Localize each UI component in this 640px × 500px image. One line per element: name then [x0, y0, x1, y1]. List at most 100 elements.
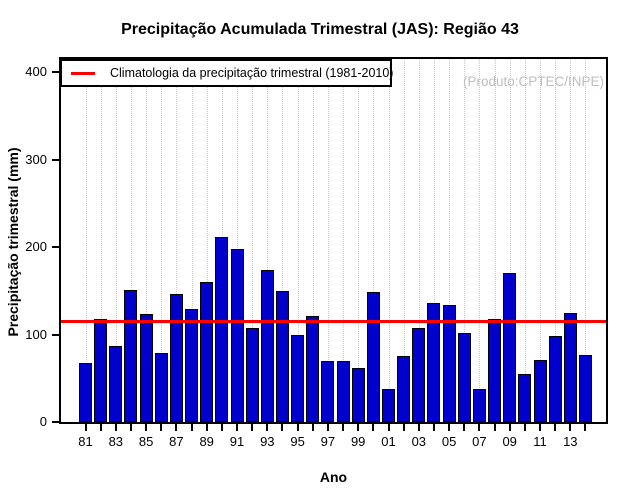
bar-01	[382, 389, 395, 422]
gridline-95	[297, 59, 299, 422]
bar-96	[306, 316, 320, 422]
gridline-99	[358, 59, 360, 422]
bar-98	[336, 361, 350, 422]
gridline-96	[312, 59, 314, 422]
gridline-83	[115, 59, 117, 422]
y-tick-label-200: 200	[25, 239, 47, 255]
y-tick-label-300: 300	[25, 151, 47, 167]
bar-94	[275, 291, 289, 422]
x-tick-81	[84, 424, 87, 431]
x-tick-label-13: 13	[563, 434, 578, 449]
x-tick-13	[569, 424, 572, 431]
gridline-98	[343, 59, 345, 422]
gridline-08	[494, 59, 496, 422]
x-tick-label-89: 89	[199, 434, 214, 449]
gridline-03	[418, 59, 420, 422]
x-tick-05	[448, 424, 451, 431]
x-tick-label-91: 91	[229, 434, 245, 449]
y-tick-400	[52, 71, 59, 74]
legend-label: Climatologia da precipitação trimestral …	[110, 66, 394, 80]
x-tick-83	[114, 424, 117, 431]
x-tick-label-93: 93	[260, 434, 275, 449]
bar-90	[215, 237, 229, 422]
bar-12	[548, 336, 562, 422]
gridline-91	[237, 59, 238, 422]
bar-14	[578, 355, 592, 422]
x-tick-01	[387, 424, 390, 431]
product-annotation: (Produto:CPTEC/INPE)	[462, 74, 604, 89]
x-tick-82	[99, 424, 102, 431]
gridline-81	[85, 59, 87, 422]
gridline-02	[403, 59, 405, 422]
gridline-87	[176, 59, 178, 422]
y-tick-label-0: 0	[39, 414, 47, 429]
bar-84	[124, 290, 138, 422]
x-tick-00	[372, 424, 375, 431]
x-tick-label-97: 97	[320, 434, 336, 449]
bar-06	[457, 333, 471, 422]
x-tick-85	[145, 424, 148, 431]
bar-92	[245, 328, 259, 422]
x-tick-label-85: 85	[138, 434, 154, 449]
gridline-11	[540, 59, 541, 422]
bar-07	[472, 389, 486, 422]
x-tick-96	[311, 424, 314, 431]
bar-81	[79, 363, 92, 422]
gridline-88	[191, 59, 193, 422]
x-axis-title: Ano	[319, 469, 348, 485]
x-tick-10	[523, 424, 526, 431]
x-tick-label-11: 11	[533, 434, 547, 449]
x-tick-11	[539, 424, 541, 431]
y-tick-label-400: 400	[25, 64, 47, 80]
y-tick-300	[52, 158, 59, 161]
bar-83	[109, 346, 123, 422]
x-tick-02	[402, 424, 405, 431]
bar-93	[260, 270, 274, 422]
x-tick-97	[326, 424, 329, 431]
gridline-06	[464, 59, 466, 422]
gridline-10	[524, 59, 526, 422]
gridline-94	[282, 59, 284, 422]
bar-82	[94, 319, 108, 422]
y-tick-label-100: 100	[25, 326, 47, 342]
bar-08	[488, 319, 502, 422]
x-tick-94	[281, 424, 284, 431]
x-tick-label-01: 01	[381, 434, 396, 449]
bar-95	[291, 335, 305, 422]
x-tick-label-07: 07	[472, 434, 487, 449]
bar-03	[412, 328, 426, 422]
bar-88	[185, 309, 199, 422]
bar-04	[427, 303, 441, 422]
x-tick-08	[493, 424, 496, 431]
x-tick-label-83: 83	[108, 434, 124, 449]
y-tick-200	[52, 246, 59, 249]
x-tick-98	[342, 424, 345, 431]
gridline-09	[509, 59, 511, 422]
x-tick-label-99: 99	[350, 434, 366, 449]
bar-99	[351, 368, 365, 422]
gridline-05	[449, 59, 451, 422]
gridline-82	[100, 59, 102, 422]
y-tick-100	[52, 333, 59, 336]
gridline-14	[585, 59, 587, 422]
x-tick-93	[266, 424, 269, 431]
bar-05	[442, 305, 456, 422]
climatology-line	[61, 320, 606, 323]
x-tick-09	[508, 424, 511, 431]
gridline-13	[570, 59, 572, 422]
x-tick-label-03: 03	[411, 434, 427, 449]
climatology-line-sample	[71, 71, 95, 75]
x-tick-90	[220, 424, 223, 431]
x-tick-label-87: 87	[169, 434, 184, 449]
bar-86	[154, 353, 168, 422]
gridline-01	[388, 59, 390, 422]
bar-10	[518, 374, 532, 422]
x-tick-91	[236, 424, 238, 431]
x-tick-86	[160, 424, 163, 431]
x-tick-label-81: 81	[78, 434, 93, 449]
gridline-86	[161, 59, 163, 422]
bar-13	[563, 313, 577, 422]
gridline-92	[252, 59, 254, 422]
gridline-00	[373, 59, 375, 422]
